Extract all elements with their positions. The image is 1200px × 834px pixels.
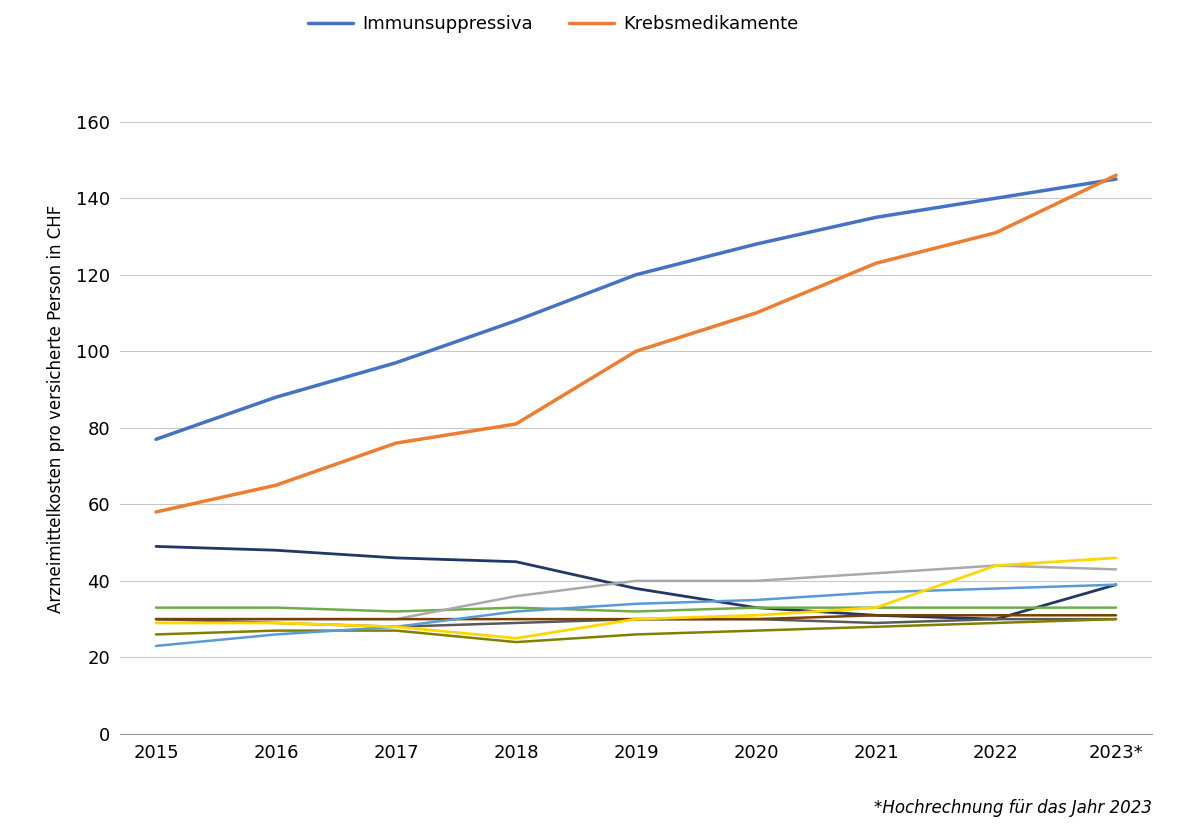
Text: *Hochrechnung für das Jahr 2023: *Hochrechnung für das Jahr 2023 <box>874 799 1152 817</box>
Legend: Immunsuppressiva, Krebsmedikamente: Immunsuppressiva, Krebsmedikamente <box>301 8 806 40</box>
Y-axis label: Arzneimittelkosten pro versicherte Person in CHF: Arzneimittelkosten pro versicherte Perso… <box>47 204 65 613</box>
